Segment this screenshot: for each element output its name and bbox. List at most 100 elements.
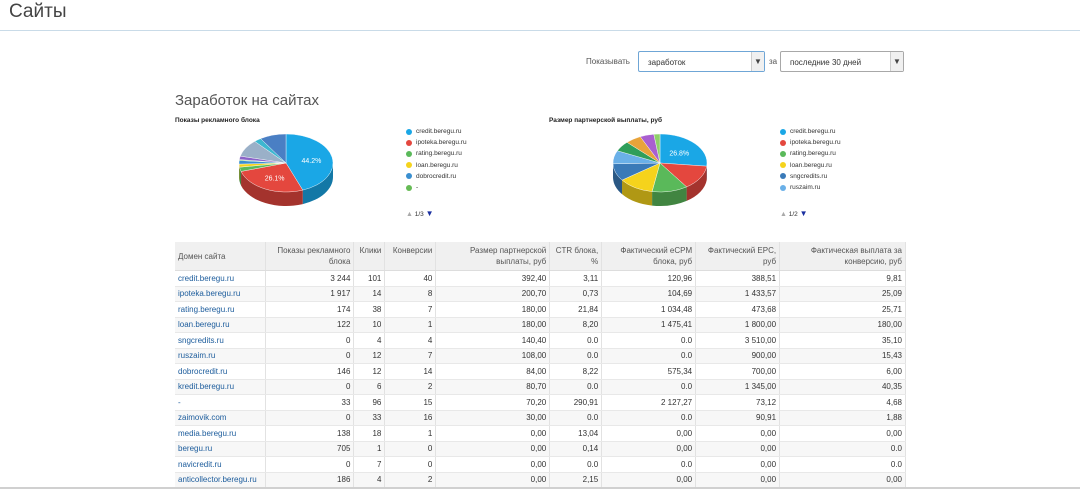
table-cell: 15,43 (779, 348, 906, 364)
metric-select[interactable]: заработок ▼ (638, 51, 765, 72)
pager-text: 1/3 (414, 211, 424, 218)
column-header[interactable]: Клики (353, 242, 386, 271)
legend-item[interactable]: sngcredits.ru (780, 171, 841, 182)
legend-item[interactable]: rating.beregu.ru (406, 148, 467, 159)
period-select[interactable]: последние 30 дней ▼ (780, 51, 904, 72)
column-header[interactable]: Фактический eCPM блока, руб (601, 242, 697, 271)
site-domain-link[interactable]: beregu.ru (175, 441, 267, 457)
pager-up-icon[interactable]: ▲ (406, 211, 413, 218)
table-cell: 1,88 (779, 410, 906, 426)
chart-title-payout: Размер партнерской выплаты, руб (549, 117, 662, 124)
table-cell: 2 (384, 472, 437, 488)
pie-slice-side (652, 186, 687, 206)
site-domain-link[interactable]: kredit.beregu.ru (175, 379, 267, 395)
table-row: ipoteka.beregu.ru 1 917 14 8 200,70 0,73 104,6… (175, 286, 906, 302)
legend-label: - (416, 184, 419, 192)
site-domain-link[interactable]: dobrocredit.ru (175, 363, 267, 380)
site-domain-link[interactable]: ipoteka.beregu.ru (175, 286, 267, 302)
legend-item[interactable]: rating.beregu.ru (780, 148, 841, 159)
legend-dot-icon (780, 128, 786, 135)
pager-down-icon[interactable]: ▼ (425, 209, 434, 218)
legend-item[interactable]: ipoteka.beregu.ru (780, 137, 841, 148)
pie-slice[interactable] (260, 133, 287, 164)
table-cell: 0.0 (779, 441, 906, 457)
pager-down-icon[interactable]: ▼ (799, 209, 808, 218)
table-header-row: Домен сайта Показы рекламного блока Клики К… (175, 242, 906, 271)
table-cell: 140,40 (435, 332, 551, 349)
table-cell: 73,12 (695, 394, 781, 411)
pie-slice-side (241, 171, 303, 206)
column-header[interactable]: Фактический EPC, руб (695, 242, 781, 271)
table-cell: 705 (265, 441, 355, 457)
table-row: ruszaim.ru 0 12 7 108,00 0.0 0.0 900,00 15,43 (175, 348, 906, 364)
table-cell: 0 (384, 456, 437, 473)
site-domain-link[interactable]: media.beregu.ru (175, 425, 267, 442)
site-domain-link[interactable]: - (175, 394, 267, 411)
table-cell: 80,70 (435, 379, 551, 395)
site-domain-link[interactable]: zaimovik.com (175, 410, 267, 426)
pager-text: 1/2 (788, 211, 798, 218)
table-cell: 70,20 (435, 394, 551, 411)
column-header[interactable]: Конверсии (384, 242, 437, 271)
column-header[interactable]: Фактическая выплата за конверсию, руб (779, 242, 906, 271)
table-cell: 0.0 (601, 348, 697, 364)
table-cell: 0.0 (549, 332, 603, 349)
legend-dot-icon (780, 162, 786, 169)
pie-slice[interactable] (285, 133, 334, 191)
column-header[interactable]: Домен сайта (175, 242, 267, 271)
table-cell: 138 (265, 425, 355, 442)
pie-slice-label: 44.2% (301, 158, 321, 165)
table-cell: 473,68 (695, 301, 781, 318)
column-header[interactable]: CTR блока, % (549, 242, 603, 271)
legend-item[interactable]: loan.beregu.ru (406, 160, 467, 171)
impressions-legend-pager: ▲ 1/3 ▼ (406, 209, 434, 218)
legend-item[interactable]: loan.beregu.ru (780, 160, 841, 171)
pie-slice[interactable] (240, 162, 304, 193)
legend-label: dobrocredit.ru (416, 172, 457, 180)
site-domain-link[interactable]: rating.beregu.ru (175, 301, 267, 318)
table-cell: 2,15 (549, 472, 603, 488)
site-domain-link[interactable]: navicredit.ru (175, 456, 267, 473)
site-domain-link[interactable]: loan.beregu.ru (175, 317, 267, 333)
legend-item[interactable]: - (406, 182, 467, 193)
column-header[interactable]: Размер партнерской выплаты, руб (435, 242, 551, 271)
site-domain-link[interactable]: anticollector.beregu.ru (175, 472, 267, 488)
table-cell: 0,00 (435, 425, 551, 442)
legend-item[interactable]: credit.beregu.ru (780, 126, 841, 137)
table-cell: 16 (384, 410, 437, 426)
pie-slice[interactable] (653, 133, 661, 164)
table-cell: 180,00 (435, 317, 551, 333)
table-cell: 7 (353, 456, 386, 473)
table-cell: 0,00 (695, 456, 781, 473)
legend-item[interactable]: dobrocredit.ru (406, 171, 467, 182)
legend-label: ipoteka.beregu.ru (790, 139, 841, 147)
chevron-down-icon[interactable]: ▼ (751, 52, 764, 71)
legend-item[interactable]: ruszaim.ru (780, 182, 841, 193)
table-cell: 122 (265, 317, 355, 333)
legend-item[interactable]: credit.beregu.ru (406, 126, 467, 137)
pie-slice[interactable] (659, 133, 708, 167)
table-cell: 4 (384, 332, 437, 349)
table-cell: 0,00 (601, 425, 697, 442)
table-cell: 108,00 (435, 348, 551, 364)
table-cell: 0,00 (435, 441, 551, 457)
table-cell: 13,04 (549, 425, 603, 442)
table-cell: 1 (384, 317, 437, 333)
site-domain-link[interactable]: sngcredits.ru (175, 332, 267, 349)
table-cell: 0 (384, 441, 437, 457)
table-cell: 3,11 (549, 270, 603, 287)
site-domain-link[interactable]: ruszaim.ru (175, 348, 267, 364)
pager-up-icon[interactable]: ▲ (780, 211, 787, 218)
table-cell: 0.0 (601, 379, 697, 395)
table-cell: 1 (353, 441, 386, 457)
table-cell: 8,22 (549, 363, 603, 380)
chevron-down-icon[interactable]: ▼ (890, 52, 903, 71)
site-domain-link[interactable]: credit.beregu.ru (175, 270, 267, 287)
legend-item[interactable]: ipoteka.beregu.ru (406, 137, 467, 148)
table-cell: 0.0 (549, 410, 603, 426)
column-header[interactable]: Показы рекламного блока (265, 242, 355, 271)
table-cell: 2 (384, 379, 437, 395)
table-cell: 174 (265, 301, 355, 318)
table-cell: 700,00 (695, 363, 781, 380)
table-cell: 0,14 (549, 441, 603, 457)
